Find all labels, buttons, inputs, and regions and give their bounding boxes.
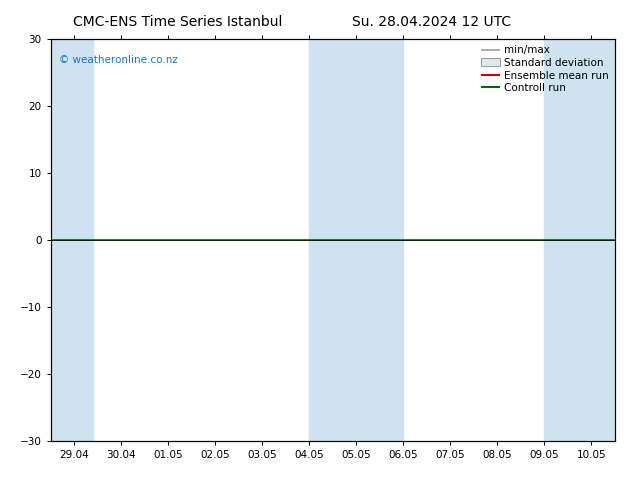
Bar: [309, 39, 403, 441]
Bar: [51, 39, 93, 441]
Legend: min/max, Standard deviation, Ensemble mean run, Controll run: min/max, Standard deviation, Ensemble me…: [477, 41, 613, 98]
Bar: [545, 39, 615, 441]
Text: CMC-ENS Time Series Istanbul: CMC-ENS Time Series Istanbul: [73, 15, 282, 29]
Text: © weatheronline.co.nz: © weatheronline.co.nz: [59, 55, 178, 65]
Text: Su. 28.04.2024 12 UTC: Su. 28.04.2024 12 UTC: [352, 15, 510, 29]
